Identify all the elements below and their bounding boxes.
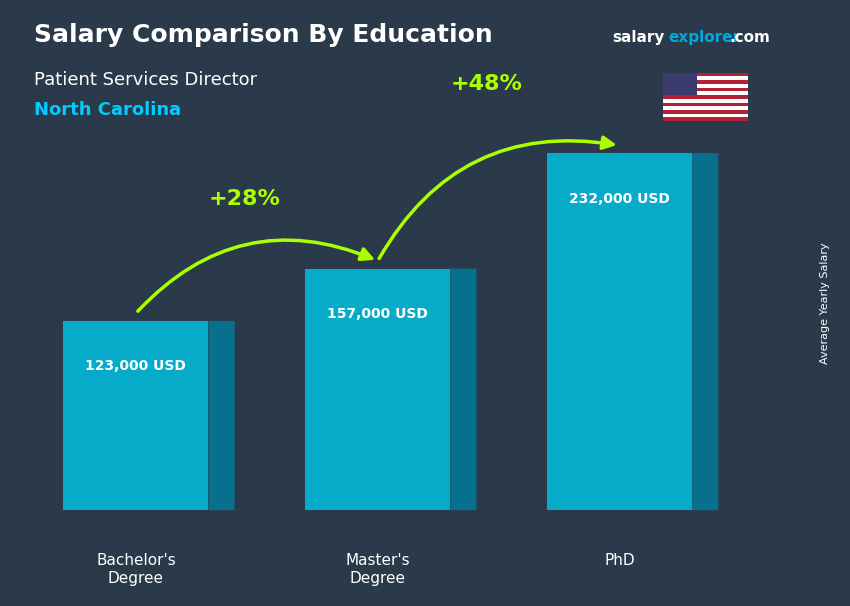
Polygon shape [64,321,208,510]
Polygon shape [692,153,718,510]
Text: PhD: PhD [604,553,635,568]
Text: +28%: +28% [209,189,280,209]
Bar [663,110,748,114]
Text: Master's
Degree: Master's Degree [345,553,410,585]
Text: North Carolina: North Carolina [34,101,181,119]
Polygon shape [208,321,235,510]
Bar [663,95,748,99]
Bar [663,118,748,121]
Bar [663,99,748,102]
Polygon shape [305,268,450,510]
Polygon shape [450,268,477,510]
Bar [663,80,748,84]
Bar [663,84,748,88]
Text: Salary Comparison By Education: Salary Comparison By Education [34,24,493,47]
Text: 157,000 USD: 157,000 USD [327,307,428,321]
Text: Patient Services Director: Patient Services Director [34,71,257,89]
Bar [663,106,748,110]
Text: +48%: +48% [450,74,523,94]
Text: 123,000 USD: 123,000 USD [86,359,186,373]
Text: 232,000 USD: 232,000 USD [570,191,670,205]
Bar [663,76,748,80]
Bar [663,102,748,106]
Text: explorer: explorer [668,30,740,45]
Bar [663,92,748,95]
Text: .com: .com [729,30,770,45]
Bar [663,114,748,118]
Text: salary: salary [612,30,665,45]
Bar [663,73,748,76]
Bar [663,73,697,95]
Text: Average Yearly Salary: Average Yearly Salary [819,242,830,364]
Text: Bachelor's
Degree: Bachelor's Degree [96,553,176,585]
Bar [663,88,748,92]
Polygon shape [547,153,692,510]
